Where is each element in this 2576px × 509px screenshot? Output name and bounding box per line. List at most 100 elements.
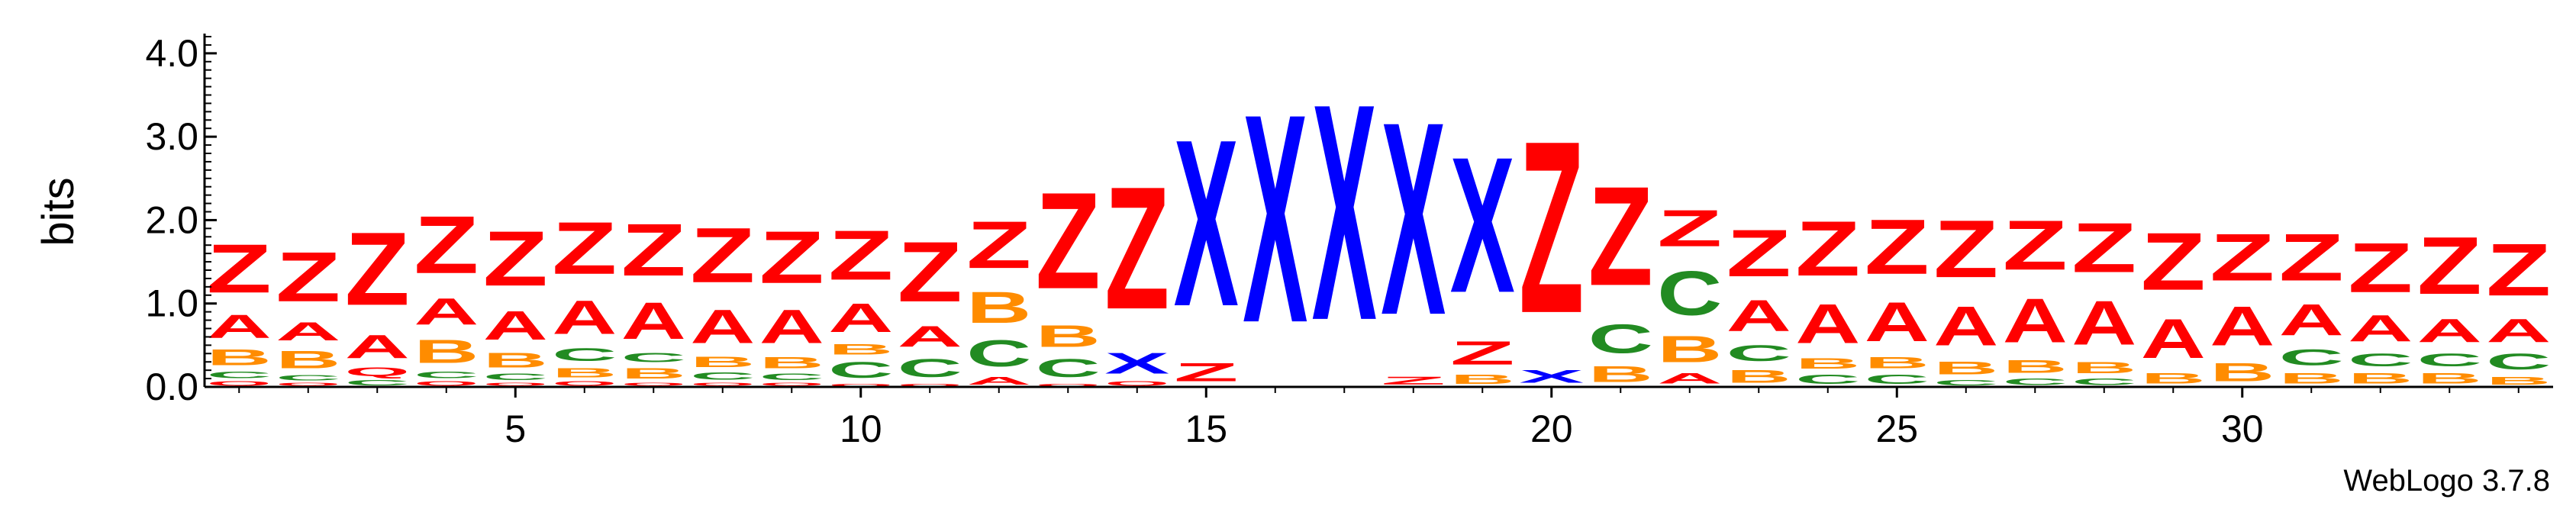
logo-letter-x: X	[1519, 366, 1584, 387]
x-tick-label: 5	[505, 408, 526, 450]
letter-stacks: QCBAZQCBAZCQAZQCBAZQCBAZQBCAZQBCAZQCBAZQ…	[207, 39, 2552, 387]
logo-letter-b: B	[1933, 358, 1998, 379]
logo-letter-a: A	[483, 303, 548, 349]
logo-letter-c: C	[345, 379, 410, 387]
logo-letter-c: C	[414, 370, 479, 380]
y-tick-label: 0.0	[145, 366, 198, 408]
logo-letter-x: X	[1104, 346, 1169, 379]
logo-letter-c: C	[690, 370, 755, 382]
logo-letter-z: Z	[690, 211, 755, 299]
logo-letter-z: Z	[2003, 206, 2068, 285]
logo-letter-a: A	[2486, 312, 2551, 350]
logo-letter-z: Z	[1588, 157, 1653, 315]
logo-letter-b: B	[1726, 366, 1791, 387]
logo-letter-z: Z	[2210, 220, 2275, 295]
logo-letter-z: Z	[2348, 229, 2413, 308]
logo-letter-a: A	[552, 290, 617, 344]
logo-letter-b: B	[1657, 329, 1722, 371]
logo-letter-z: Z	[276, 238, 340, 317]
logo-letter-x: X	[1381, 66, 1446, 373]
logo-letter-b: B	[2279, 370, 2344, 387]
logo-letter-c: C	[552, 344, 617, 365]
logo-letter-b: B	[1795, 355, 1860, 372]
logo-letter-b: B	[2003, 356, 2068, 377]
y-tick-label: 4.0	[145, 32, 198, 75]
logo-letter-a: A	[207, 308, 272, 345]
logo-letter-b: B	[966, 282, 1031, 332]
logo-letter-z: Z	[1795, 205, 1860, 292]
logo-letter-z: Z	[1865, 203, 1930, 291]
logo-letter-q: Q	[621, 382, 686, 387]
logo-letter-q: Q	[276, 382, 340, 387]
logo-letter-z: Z	[2141, 216, 2206, 308]
logo-letter-b: B	[2071, 359, 2136, 377]
logo-letter-c: C	[483, 372, 548, 382]
logo-letter-q: Q	[345, 365, 410, 379]
logo-letter-c: C	[2003, 377, 2068, 387]
logo-letter-a: A	[1933, 295, 1998, 357]
logo-letter-c: C	[2348, 350, 2413, 370]
logo-letter-b: B	[483, 349, 548, 372]
logo-letter-c: C	[1795, 372, 1860, 387]
logo-letter-z: Z	[552, 207, 617, 290]
logo-letter-z: Z	[759, 216, 824, 299]
logo-letter-z: Z	[1519, 89, 1584, 365]
logo-letter-z: Z	[1657, 200, 1722, 258]
logo-letter-c: C	[207, 370, 272, 380]
logo-letter-b: B	[1588, 362, 1653, 387]
x-tick-label: 20	[1530, 408, 1573, 450]
x-tick-label: 10	[840, 408, 882, 450]
logo-letter-c: C	[621, 350, 686, 366]
logo-letter-c: C	[2486, 350, 2551, 375]
logo-letter-b: B	[621, 366, 686, 382]
logo-letter-b: B	[1036, 318, 1101, 353]
logo-letter-x: X	[1243, 52, 1308, 385]
logo-letter-z: Z	[2279, 220, 2344, 295]
logo-letter-b: B	[2417, 370, 2482, 387]
logo-letter-q: Q	[759, 382, 824, 387]
logo-letter-c: C	[828, 358, 893, 383]
logo-letter-a: A	[1865, 291, 1930, 353]
logo-letter-c: C	[276, 373, 340, 382]
logo-letter-a: A	[2417, 312, 2482, 350]
logo-letter-a: A	[414, 291, 479, 333]
logo-letter-a: A	[1726, 291, 1791, 340]
logo-letter-a: A	[966, 375, 1031, 387]
logo-letter-b: B	[1865, 353, 1930, 372]
x-tick-label: 15	[1185, 408, 1227, 450]
logo-letter-a: A	[2141, 308, 2206, 370]
logo-letter-b: B	[207, 345, 272, 370]
logo-letter-a: A	[690, 299, 755, 353]
logo-letter-q: Q	[690, 382, 755, 387]
logo-letter-z: Z	[483, 214, 548, 302]
logo-letter-z: Z	[414, 199, 479, 291]
logo-letter-q: Q	[414, 380, 479, 387]
logo-letter-q: Q	[207, 380, 272, 387]
logo-letter-z: Z	[345, 211, 410, 328]
axes: 0.0 1.0 2.0 3.0 4.0 bits 5 10 15 20 25 30	[34, 32, 2553, 450]
logo-letter-x: X	[1450, 116, 1515, 333]
logo-letter-a: A	[2348, 308, 2413, 350]
weblogo-credit: WebLogo 3.7.8	[2343, 464, 2550, 498]
logo-letter-b: B	[759, 353, 824, 372]
y-tick-label: 2.0	[145, 198, 198, 241]
logo-letter-a: A	[345, 327, 410, 365]
logo-letter-c: C	[1036, 353, 1101, 382]
logo-letter-a: A	[2210, 295, 2275, 357]
logo-letter-c: C	[759, 372, 824, 382]
logo-letter-b: B	[828, 341, 893, 358]
logo-letter-z: Z	[966, 208, 1031, 282]
logo-letter-b: B	[552, 366, 617, 381]
logo-letter-a: A	[276, 317, 340, 346]
logo-letter-c: C	[1657, 257, 1722, 328]
logo-letter-z: Z	[898, 224, 962, 320]
logo-letter-a: A	[621, 292, 686, 350]
logo-letter-z: Z	[1450, 334, 1515, 372]
logo-letter-a: A	[898, 321, 962, 354]
logo-letter-b: B	[690, 353, 755, 370]
logo-letter-b: B	[2348, 370, 2413, 387]
logo-letter-c: C	[1865, 372, 1930, 387]
y-tick-label: 3.0	[145, 115, 198, 158]
